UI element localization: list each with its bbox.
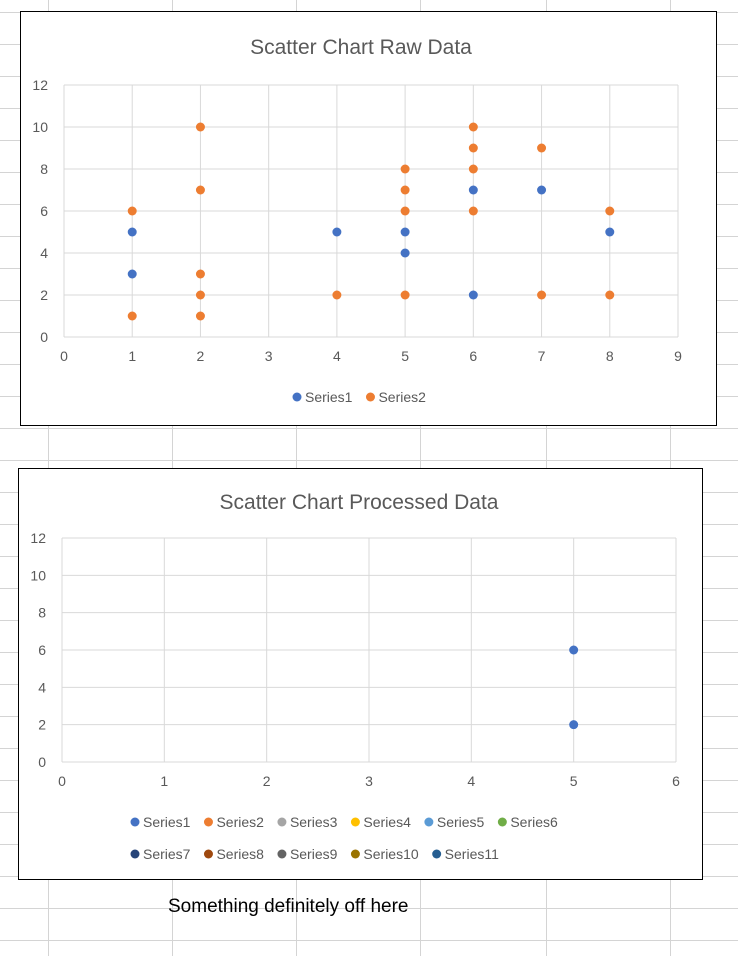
- data-point-series2: [537, 290, 547, 300]
- data-point-series1: [569, 645, 579, 655]
- y-tick-label: 8: [40, 161, 48, 177]
- chart-title: Scatter Chart Processed Data: [220, 491, 499, 514]
- data-point-series2: [195, 290, 205, 300]
- legend-marker-series2: [203, 817, 213, 827]
- x-tick-label: 8: [606, 348, 614, 364]
- data-point-series1: [332, 227, 342, 237]
- data-point-series1: [468, 185, 478, 195]
- legend-label-series10: Series10: [363, 846, 418, 862]
- legend-label-series5: Series5: [437, 814, 485, 830]
- legend-label-series3: Series3: [290, 814, 338, 830]
- x-tick-label: 3: [365, 773, 373, 789]
- raw-data-scatter-chart[interactable]: Scatter Chart Raw Data 0 2 4 6 8 10 12 0 1 2 3 4 5 6 7 8…: [20, 11, 717, 426]
- chart-title: Scatter Chart Raw Data: [250, 36, 472, 59]
- data-point-series1: [468, 290, 478, 300]
- x-tick-label: 2: [263, 773, 271, 789]
- legend-marker-series8: [203, 849, 213, 859]
- legend-label-series1: Series1: [305, 389, 353, 405]
- data-point-series2: [195, 269, 205, 279]
- y-tick-label: 2: [40, 287, 48, 303]
- x-tick-label: 9: [674, 348, 682, 364]
- legend-marker-series5: [424, 817, 434, 827]
- data-point-series2: [605, 290, 615, 300]
- x-tick-label: 1: [160, 773, 168, 789]
- data-point-series1: [569, 720, 579, 730]
- y-tick-label: 12: [32, 77, 48, 93]
- y-tick-label: 6: [40, 203, 48, 219]
- y-tick-label: 8: [38, 605, 46, 621]
- legend-label-series1: Series1: [143, 814, 191, 830]
- legend-marker-series10: [350, 849, 360, 859]
- legend-marker-series1: [130, 817, 140, 827]
- data-point-series1: [127, 227, 137, 237]
- legend-label-series6: Series6: [510, 814, 558, 830]
- x-tick-label: 0: [60, 348, 68, 364]
- data-point-series1: [400, 227, 410, 237]
- data-point-series2: [400, 206, 410, 216]
- data-point-series2: [195, 311, 205, 321]
- legend-marker-series9: [277, 849, 287, 859]
- legend-label-series2: Series2: [216, 814, 264, 830]
- legend-label-series7: Series7: [143, 846, 191, 862]
- legend-marker-series11: [432, 849, 442, 859]
- x-tick-label: 2: [197, 348, 205, 364]
- legend-marker-series2: [365, 392, 375, 402]
- data-point-series2: [127, 206, 137, 216]
- data-point-series2: [400, 185, 410, 195]
- x-tick-label: 3: [265, 348, 273, 364]
- data-point-series1: [537, 185, 547, 195]
- legend-label-series9: Series9: [290, 846, 338, 862]
- x-tick-label: 4: [333, 348, 341, 364]
- data-point-series2: [400, 290, 410, 300]
- data-point-series2: [332, 290, 342, 300]
- y-tick-label: 4: [38, 679, 46, 695]
- y-tick-label: 6: [38, 642, 46, 658]
- data-point-series2: [468, 143, 478, 153]
- x-tick-label: 1: [128, 348, 136, 364]
- x-tick-label: 6: [672, 773, 680, 789]
- legend-label-series11: Series11: [445, 846, 499, 862]
- data-point-series2: [605, 206, 615, 216]
- y-tick-label: 10: [30, 567, 46, 583]
- x-tick-label: 5: [570, 773, 578, 789]
- y-tick-label: 2: [38, 717, 46, 733]
- x-tick-label: 6: [469, 348, 477, 364]
- data-point-series2: [195, 122, 205, 132]
- legend-label-series2: Series2: [378, 389, 426, 405]
- note-text[interactable]: Something definitely off here: [168, 896, 409, 917]
- y-tick-label: 0: [40, 329, 48, 345]
- x-tick-label: 4: [467, 773, 475, 789]
- legend-label-series8: Series8: [216, 846, 264, 862]
- x-tick-label: 7: [538, 348, 546, 364]
- x-tick-label: 0: [58, 773, 66, 789]
- data-point-series2: [468, 206, 478, 216]
- y-tick-label: 10: [32, 119, 48, 135]
- legend-marker-series3: [277, 817, 287, 827]
- data-point-series1: [127, 269, 137, 279]
- legend-label-series4: Series4: [363, 814, 411, 830]
- data-point-series1: [605, 227, 615, 237]
- data-point-series2: [468, 164, 478, 174]
- data-point-series2: [127, 311, 137, 321]
- processed-data-scatter-chart[interactable]: Scatter Chart Processed Data 0 2 4 6 8 10 12 0 1 2…: [18, 468, 703, 880]
- data-point-series1: [400, 248, 410, 258]
- y-tick-label: 0: [38, 754, 46, 770]
- legend-marker-series6: [497, 817, 507, 827]
- data-point-series2: [400, 164, 410, 174]
- y-tick-label: 12: [30, 530, 46, 546]
- data-point-series2: [537, 143, 547, 153]
- x-tick-label: 5: [401, 348, 409, 364]
- data-point-series2: [468, 122, 478, 132]
- legend-marker-series1: [292, 392, 302, 402]
- legend-marker-series4: [350, 817, 360, 827]
- y-tick-label: 4: [40, 245, 48, 261]
- legend-marker-series7: [130, 849, 140, 859]
- data-point-series2: [195, 185, 205, 195]
